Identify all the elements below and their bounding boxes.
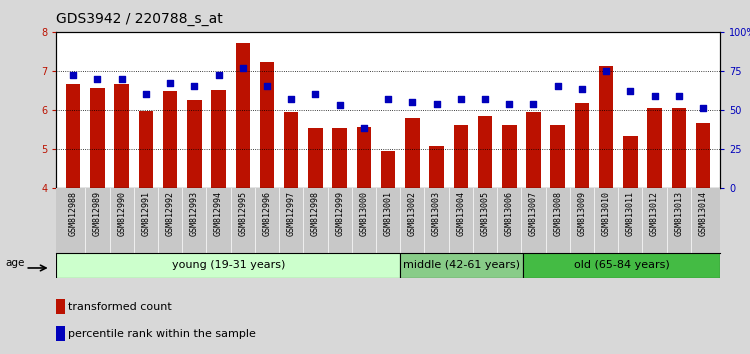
Text: GSM813006: GSM813006 (505, 191, 514, 236)
Bar (526, 112, 541, 188)
Bar (502, 125, 517, 188)
Bar (400, 253, 524, 278)
Text: GSM813009: GSM813009 (578, 191, 586, 236)
Point (382, 96, 394, 102)
Bar (623, 136, 638, 188)
Text: GSM813000: GSM813000 (359, 191, 368, 236)
Bar (163, 91, 177, 188)
Point (285, 96, 297, 102)
Point (624, 88, 636, 94)
Bar (524, 253, 720, 278)
Text: GSM813004: GSM813004 (456, 191, 465, 236)
Point (188, 84, 200, 89)
Point (576, 87, 588, 92)
Text: young (19-31 years): young (19-31 years) (172, 261, 285, 270)
Point (140, 91, 152, 97)
Point (503, 101, 515, 106)
Text: GSM812989: GSM812989 (93, 191, 102, 236)
Text: GSM813005: GSM813005 (481, 191, 490, 236)
Point (406, 99, 418, 105)
Text: GSM812994: GSM812994 (214, 191, 223, 236)
Bar (405, 118, 419, 188)
Bar (90, 87, 105, 188)
Point (649, 93, 661, 98)
Bar (332, 128, 347, 188)
Bar (550, 125, 565, 188)
Bar (599, 66, 613, 188)
Bar (696, 124, 710, 188)
Bar (187, 100, 202, 188)
Point (237, 65, 249, 70)
Text: GSM813007: GSM813007 (529, 191, 538, 236)
Bar (236, 43, 250, 188)
Bar (284, 112, 298, 188)
Bar (260, 62, 274, 188)
Bar (139, 111, 153, 188)
Text: GSM812998: GSM812998 (311, 191, 320, 236)
Text: GSM813003: GSM813003 (432, 191, 441, 236)
Point (68, 73, 80, 78)
Point (116, 76, 128, 81)
Text: GSM812993: GSM812993 (190, 191, 199, 236)
Point (358, 126, 370, 131)
Point (164, 80, 176, 86)
Text: middle (42-61 years): middle (42-61 years) (404, 261, 520, 270)
Point (552, 84, 564, 89)
Bar (357, 127, 371, 188)
Bar (478, 115, 492, 188)
Bar (574, 103, 590, 188)
Point (334, 102, 346, 108)
Point (600, 68, 612, 74)
Text: GSM813012: GSM813012 (650, 191, 659, 236)
Point (697, 105, 709, 111)
Text: GSM812992: GSM812992 (166, 191, 175, 236)
Bar (308, 128, 322, 188)
Bar (66, 84, 80, 188)
Text: transformed count: transformed count (68, 302, 171, 312)
Point (673, 93, 685, 98)
Point (527, 101, 539, 106)
Bar (671, 108, 686, 188)
Point (430, 101, 442, 106)
Text: GSM812988: GSM812988 (69, 191, 78, 236)
Text: percentile rank within the sample: percentile rank within the sample (68, 329, 255, 339)
Text: GSM813001: GSM813001 (383, 191, 393, 236)
Text: GSM813011: GSM813011 (626, 191, 634, 236)
Point (310, 91, 322, 97)
Text: GSM812997: GSM812997 (286, 191, 296, 236)
Bar (115, 84, 129, 188)
Text: GSM813013: GSM813013 (674, 191, 683, 236)
Bar (647, 108, 662, 188)
Point (479, 96, 491, 102)
Text: GSM812995: GSM812995 (238, 191, 248, 236)
Bar (211, 90, 226, 188)
Text: GSM813014: GSM813014 (698, 191, 707, 236)
Point (92, 76, 104, 81)
Text: GSM812990: GSM812990 (117, 191, 126, 236)
Bar (429, 146, 444, 188)
Text: GSM813002: GSM813002 (408, 191, 417, 236)
Text: old (65-84 years): old (65-84 years) (574, 261, 670, 270)
Bar (381, 152, 395, 188)
Point (454, 96, 466, 102)
Bar (454, 125, 468, 188)
Text: GSM812996: GSM812996 (262, 191, 272, 236)
Text: GDS3942 / 220788_s_at: GDS3942 / 220788_s_at (56, 12, 223, 26)
Text: GSM812991: GSM812991 (142, 191, 151, 236)
Text: age: age (6, 258, 25, 268)
Text: GSM813008: GSM813008 (554, 191, 562, 236)
Bar (56, 326, 64, 341)
Bar (56, 253, 400, 278)
Text: GSM812999: GSM812999 (335, 191, 344, 236)
Point (212, 73, 224, 78)
Bar (56, 299, 64, 314)
Point (261, 84, 273, 89)
Text: GSM813010: GSM813010 (602, 191, 610, 236)
